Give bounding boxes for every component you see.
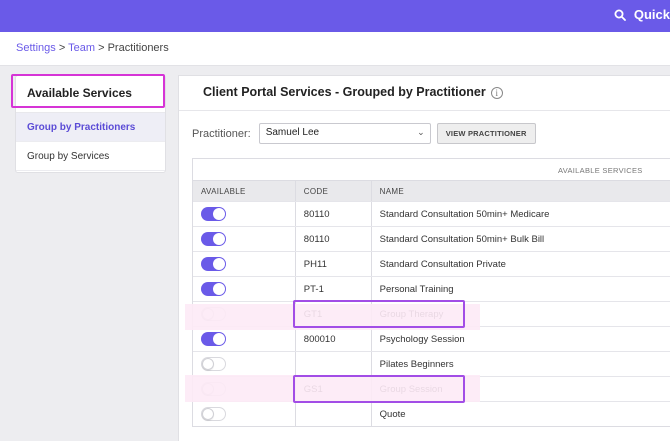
sidebar-item-group-by-practitioners[interactable]: Group by Practitioners <box>16 113 165 142</box>
practitioner-filter: Practitioner: Samuel Lee ⌄ VIEW PRACTITI… <box>192 123 536 144</box>
available-toggle[interactable] <box>201 357 226 371</box>
name-cell: Quote <box>370 402 670 426</box>
table-row: 80110 Standard Consultation 50min+ Bulk B… <box>193 226 670 251</box>
table-row: Pilates Beginners <box>193 351 670 376</box>
panel-header: Client Portal Services - Grouped by Prac… <box>179 76 670 111</box>
available-toggle[interactable] <box>201 207 226 221</box>
available-toggle[interactable] <box>201 257 226 271</box>
page-title: Client Portal Services - Grouped by Prac… <box>203 85 486 99</box>
practitioner-label: Practitioner: <box>192 127 251 140</box>
name-cell: Pilates Beginners <box>370 352 670 376</box>
sidebar-title: Available Services <box>16 76 165 113</box>
table-group-header: AVAILABLE SERVICES <box>558 166 643 175</box>
quick-search[interactable]: Quick <box>614 7 670 22</box>
code-cell: 800010 <box>294 327 371 351</box>
available-cell <box>193 352 295 376</box>
name-cell: Standard Consultation Private <box>370 252 670 276</box>
quick-search-label: Quick <box>633 7 670 22</box>
toggle-knob <box>213 233 225 245</box>
code-cell <box>294 402 371 426</box>
name-cell: Standard Consultation 50min+ Bulk Bill <box>370 227 670 251</box>
name-cell: Personal Training <box>370 277 670 301</box>
toggle-knob <box>213 333 225 345</box>
info-icon[interactable]: i <box>490 87 503 99</box>
breadcrumb-separator: > <box>98 42 105 54</box>
top-bar: Quick <box>0 0 670 32</box>
toggle-knob <box>202 358 214 370</box>
code-cell: PH11 <box>294 252 371 276</box>
search-icon <box>614 9 626 21</box>
available-cell <box>193 202 295 226</box>
code-cell: PT-1 <box>294 277 371 301</box>
row-highlight-glow <box>185 375 480 402</box>
table-header: AVAILABLE CODE NAME <box>193 180 670 201</box>
available-cell <box>193 252 295 276</box>
code-cell: 80110 <box>294 202 371 226</box>
breadcrumb-team[interactable]: Team <box>68 42 96 54</box>
name-cell: Psychology Session <box>370 327 670 351</box>
column-header-name: NAME <box>370 181 670 201</box>
sidebar-panel: Available Services Group by Practitioner… <box>15 75 166 173</box>
practitioner-select[interactable]: Samuel Lee ⌄ <box>258 123 431 144</box>
breadcrumb-separator: > <box>58 42 66 54</box>
available-cell <box>193 227 295 251</box>
code-cell <box>294 352 371 376</box>
row-highlight-glow <box>185 304 480 330</box>
chevron-down-icon: ⌄ <box>417 127 425 137</box>
available-toggle[interactable] <box>201 232 226 246</box>
table-row: 80110 Standard Consultation 50min+ Medica… <box>193 201 670 226</box>
available-toggle[interactable] <box>201 407 226 421</box>
toggle-knob <box>213 258 225 270</box>
name-cell: Standard Consultation 50min+ Medicare <box>370 202 670 226</box>
breadcrumb-current: Practitioners <box>107 42 169 54</box>
table-row: PH11 Standard Consultation Private <box>193 251 670 276</box>
breadcrumb-settings[interactable]: Settings <box>16 42 56 54</box>
column-header-code: CODE <box>294 181 371 201</box>
available-cell <box>193 327 295 351</box>
available-cell <box>193 402 295 426</box>
table-row: PT-1 Personal Training <box>193 276 670 301</box>
column-header-available: AVAILABLE <box>201 187 246 196</box>
code-cell: 80110 <box>294 227 371 251</box>
toggle-knob <box>213 283 225 295</box>
toggle-knob <box>202 408 214 420</box>
view-practitioner-button[interactable]: VIEW PRACTITIONER <box>436 123 536 144</box>
breadcrumb: Settings > Team > Practitioners <box>0 32 670 66</box>
practitioner-selected-value: Samuel Lee <box>265 127 320 138</box>
table-row: Quote <box>193 401 670 426</box>
toggle-knob <box>213 208 225 220</box>
available-toggle[interactable] <box>201 332 226 346</box>
available-toggle[interactable] <box>201 282 226 296</box>
sidebar-item-group-by-services[interactable]: Group by Services <box>16 142 165 171</box>
available-cell <box>193 277 295 301</box>
